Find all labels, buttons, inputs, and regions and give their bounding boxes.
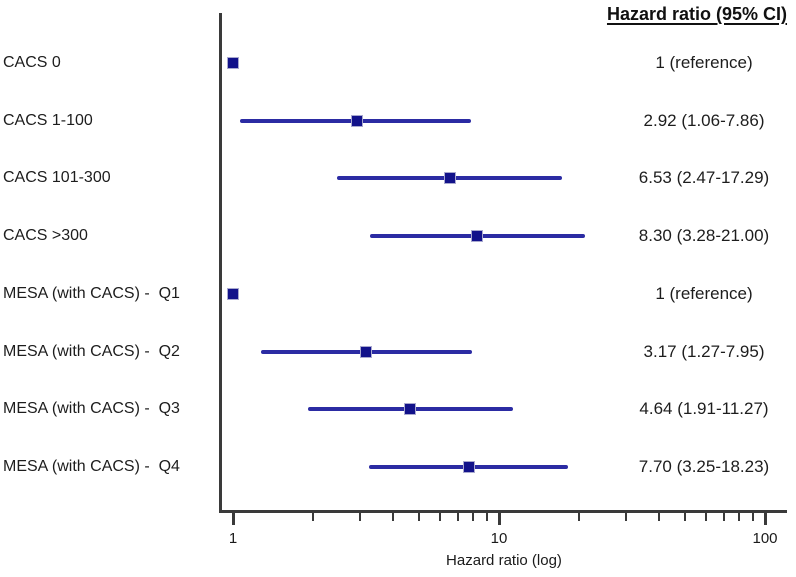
x-tick-minor: [358, 513, 361, 521]
x-tick-minor: [438, 513, 441, 521]
x-tick-minor: [578, 513, 581, 521]
hr-value: 1 (reference): [655, 53, 753, 72]
row-label: MESA (with CACS) - Q3: [3, 400, 180, 418]
hr-value: 8.30 (3.28-21.00): [638, 226, 770, 246]
x-tick-minor: [472, 513, 475, 521]
hr-marker: [404, 403, 417, 416]
x-tick-minor: [683, 513, 686, 521]
x-tick-major: [497, 513, 501, 525]
hr-marker: [227, 287, 239, 300]
x-tick-minor: [722, 513, 725, 521]
x-axis-line: [219, 510, 787, 513]
x-axis-title: Hazard ratio (log): [446, 552, 562, 569]
hr-value: 2.92 (1.06-7.86): [643, 110, 765, 130]
x-tick-minor: [312, 513, 315, 521]
x-tick-label: 10: [490, 530, 508, 547]
row-label: CACS 1-100: [3, 111, 93, 129]
row-label: MESA (with CACS) - Q4: [3, 457, 180, 475]
x-tick-label: 100: [752, 530, 778, 547]
x-tick-minor: [738, 513, 741, 521]
y-axis-line: [219, 13, 222, 513]
hr-marker: [350, 114, 363, 127]
hr-marker: [227, 57, 239, 69]
x-tick-major: [231, 513, 235, 525]
x-tick-minor: [456, 513, 459, 521]
x-tick-minor: [704, 513, 707, 521]
x-tick-minor: [392, 513, 395, 521]
row-label: MESA (with CACS) - Q2: [3, 342, 180, 360]
x-tick-major: [763, 513, 767, 525]
hazard-ratio-column-header: Hazard ratio (95% CI): [606, 4, 788, 24]
hr-value: 4.64 (1.91-11.27): [639, 399, 769, 419]
x-tick-label: 1: [228, 530, 238, 547]
hr-marker: [443, 172, 456, 185]
hr-marker: [471, 230, 484, 243]
x-tick-minor: [624, 513, 627, 521]
row-label: CACS 0: [3, 54, 61, 71]
row-label: CACS >300: [3, 227, 88, 245]
x-tick-minor: [658, 513, 661, 521]
row-label: MESA (with CACS) - Q1: [3, 284, 180, 302]
hr-value: 7.70 (3.25-18.23): [638, 456, 770, 476]
hr-marker: [462, 460, 475, 473]
hr-value: 3.17 (1.27-7.95): [643, 341, 765, 361]
x-tick-minor: [485, 513, 488, 521]
hr-marker: [360, 345, 373, 358]
hr-value: 6.53 (2.47-17.29): [638, 168, 770, 188]
x-tick-minor: [751, 513, 754, 521]
row-label: CACS 101-300: [3, 169, 111, 187]
hr-value: 1 (reference): [655, 283, 753, 303]
x-tick-minor: [417, 513, 420, 521]
